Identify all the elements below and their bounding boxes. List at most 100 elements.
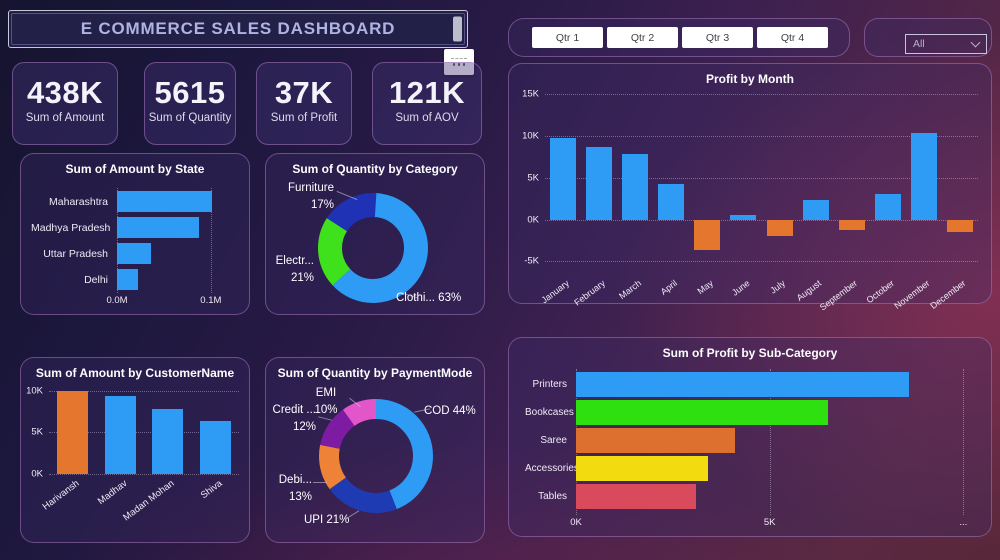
bar-june[interactable] <box>730 214 757 220</box>
bar-january[interactable] <box>550 137 577 220</box>
category-label: Printers <box>532 379 567 390</box>
bar-harivansh[interactable] <box>57 390 89 474</box>
bar-saree[interactable] <box>576 428 735 453</box>
axis-tick-label: 0K <box>570 517 582 528</box>
x-axis: 0K 5K... <box>570 517 975 530</box>
bar-shiva[interactable] <box>199 420 231 474</box>
quantity-by-category-chart: Sum of Quantity by Category Furniture 17… <box>265 153 485 315</box>
chart-title: Profit by Month <box>706 72 794 86</box>
bar-cell <box>545 90 581 274</box>
x-axis: Harivansh Madhav Madan Mohan Shiva <box>41 476 240 536</box>
category-label: Tables <box>538 491 567 502</box>
kpi-value: 37K <box>274 75 334 110</box>
bar-cell <box>653 90 689 274</box>
qtr-2-button[interactable]: Qtr 2 <box>607 27 678 48</box>
chart-title: Sum of Profit by Sub-Category <box>662 346 838 360</box>
bar-tables[interactable] <box>576 484 697 509</box>
bar-cell <box>906 90 942 274</box>
plot-area: Maharashtra Madhya Pradesh Uttar Pradesh De… <box>31 188 239 308</box>
bar-track <box>576 456 975 481</box>
gridline <box>545 136 978 137</box>
kpi-value: 5615 <box>154 75 226 110</box>
slice-label-debit: Debi... 13% <box>278 474 312 503</box>
axis-tick-label: 15K <box>522 88 539 100</box>
bars <box>545 90 978 274</box>
bar-row: Bookcases <box>525 400 975 425</box>
slice-label-clothing: Clothi... 63% <box>396 292 462 304</box>
bar-track <box>576 484 975 509</box>
bar-madhav[interactable] <box>104 395 136 474</box>
gridline <box>963 369 965 515</box>
bar-row: Madhya Pradesh <box>31 217 239 238</box>
axis-tick-label: 10K <box>522 130 539 142</box>
bar-delhi[interactable] <box>117 269 138 290</box>
bar-november[interactable] <box>910 132 937 220</box>
category-label: Saree <box>540 435 567 446</box>
category-label: Maharashtra <box>49 195 108 208</box>
bar-july[interactable] <box>766 219 793 237</box>
qtr-1-button[interactable]: Qtr 1 <box>532 27 603 48</box>
title-scrollbar-thumb[interactable] <box>453 16 462 42</box>
bar-row: Uttar Pradesh <box>31 243 239 264</box>
gridline <box>545 94 978 96</box>
donut-chart <box>313 188 433 308</box>
title-inner-frame: E COMMERCE SALES DASHBOARD <box>11 13 465 45</box>
qtr-4-button[interactable]: Qtr 4 <box>757 27 828 48</box>
category-label: Delhi <box>84 273 108 286</box>
bar-september[interactable] <box>838 219 865 231</box>
kpi-card-quantity: 5615 Sum of Quantity <box>144 62 236 145</box>
x-label-cell: March <box>617 276 653 304</box>
bar-maharashtra[interactable] <box>117 191 212 212</box>
plot-area: 10K 5K 0K <box>26 384 239 480</box>
slice-emi[interactable] <box>319 399 433 513</box>
bar-madhya-pradesh[interactable] <box>117 217 199 238</box>
bar-uttar-pradesh[interactable] <box>117 243 151 264</box>
quantity-by-paymentmode-chart: Sum of Quantity by PaymentMode EMI 10% C… <box>265 357 485 543</box>
chart-title: Sum of Quantity by Category <box>292 162 458 176</box>
bar-october[interactable] <box>874 193 901 220</box>
bar-august[interactable] <box>802 200 829 220</box>
donut-chart <box>316 396 436 516</box>
bar-cell <box>49 384 97 474</box>
category-label: Shiva <box>198 478 225 502</box>
bar-cell <box>725 90 761 274</box>
x-label-cell: Shiva <box>192 476 240 536</box>
slice-label-cod: COD 44% <box>424 405 476 417</box>
amount-by-state-chart: Sum of Amount by State Maharashtra Madhya… <box>20 153 250 315</box>
bar-april[interactable] <box>658 183 685 220</box>
gridlines <box>117 188 239 293</box>
bar-madan-mohan[interactable] <box>152 409 184 474</box>
qtr-3-button[interactable]: Qtr 3 <box>682 27 753 48</box>
gridline <box>769 369 771 515</box>
axis-tick-label: ... <box>959 517 968 528</box>
slice-label-credit: Credit ... 12% <box>272 404 316 433</box>
bar-track <box>576 428 975 453</box>
divider <box>451 58 467 60</box>
bar-printers[interactable] <box>576 372 910 397</box>
gridline <box>545 261 978 263</box>
bar-december[interactable] <box>946 219 973 233</box>
slice-furniture[interactable] <box>318 193 428 303</box>
bar-accessories[interactable] <box>576 456 708 481</box>
quarter-slicer: Qtr 1 Qtr 2 Qtr 3 Qtr 4 <box>508 18 850 57</box>
gridline <box>49 390 239 392</box>
slice-upi[interactable] <box>319 399 433 513</box>
slice-debit-card[interactable] <box>319 399 433 513</box>
bar-march[interactable] <box>622 153 649 220</box>
bar-track <box>117 269 239 290</box>
x-axis: January February March April May June July Augu… <box>539 276 978 312</box>
slice-electronics[interactable] <box>318 193 428 303</box>
kpi-card-aov: 121K Sum of AOV <box>372 62 482 145</box>
x-label-cell: May <box>689 276 725 304</box>
bar-cell <box>942 90 978 274</box>
bar-may[interactable] <box>694 219 721 250</box>
bar-february[interactable] <box>586 146 613 220</box>
profit-by-subcategory-chart: Sum of Profit by Sub-Category Printers Bo… <box>508 337 992 537</box>
filter-dropdown[interactable]: All <box>905 34 987 54</box>
bars <box>49 384 239 474</box>
plot-area: 15K 10K 5K 0K -5K <box>522 89 978 274</box>
bar-bookcases[interactable] <box>576 400 828 425</box>
x-label-cell: February <box>572 276 617 308</box>
bar-cell <box>581 90 617 274</box>
category-label: Accessories <box>525 463 579 474</box>
